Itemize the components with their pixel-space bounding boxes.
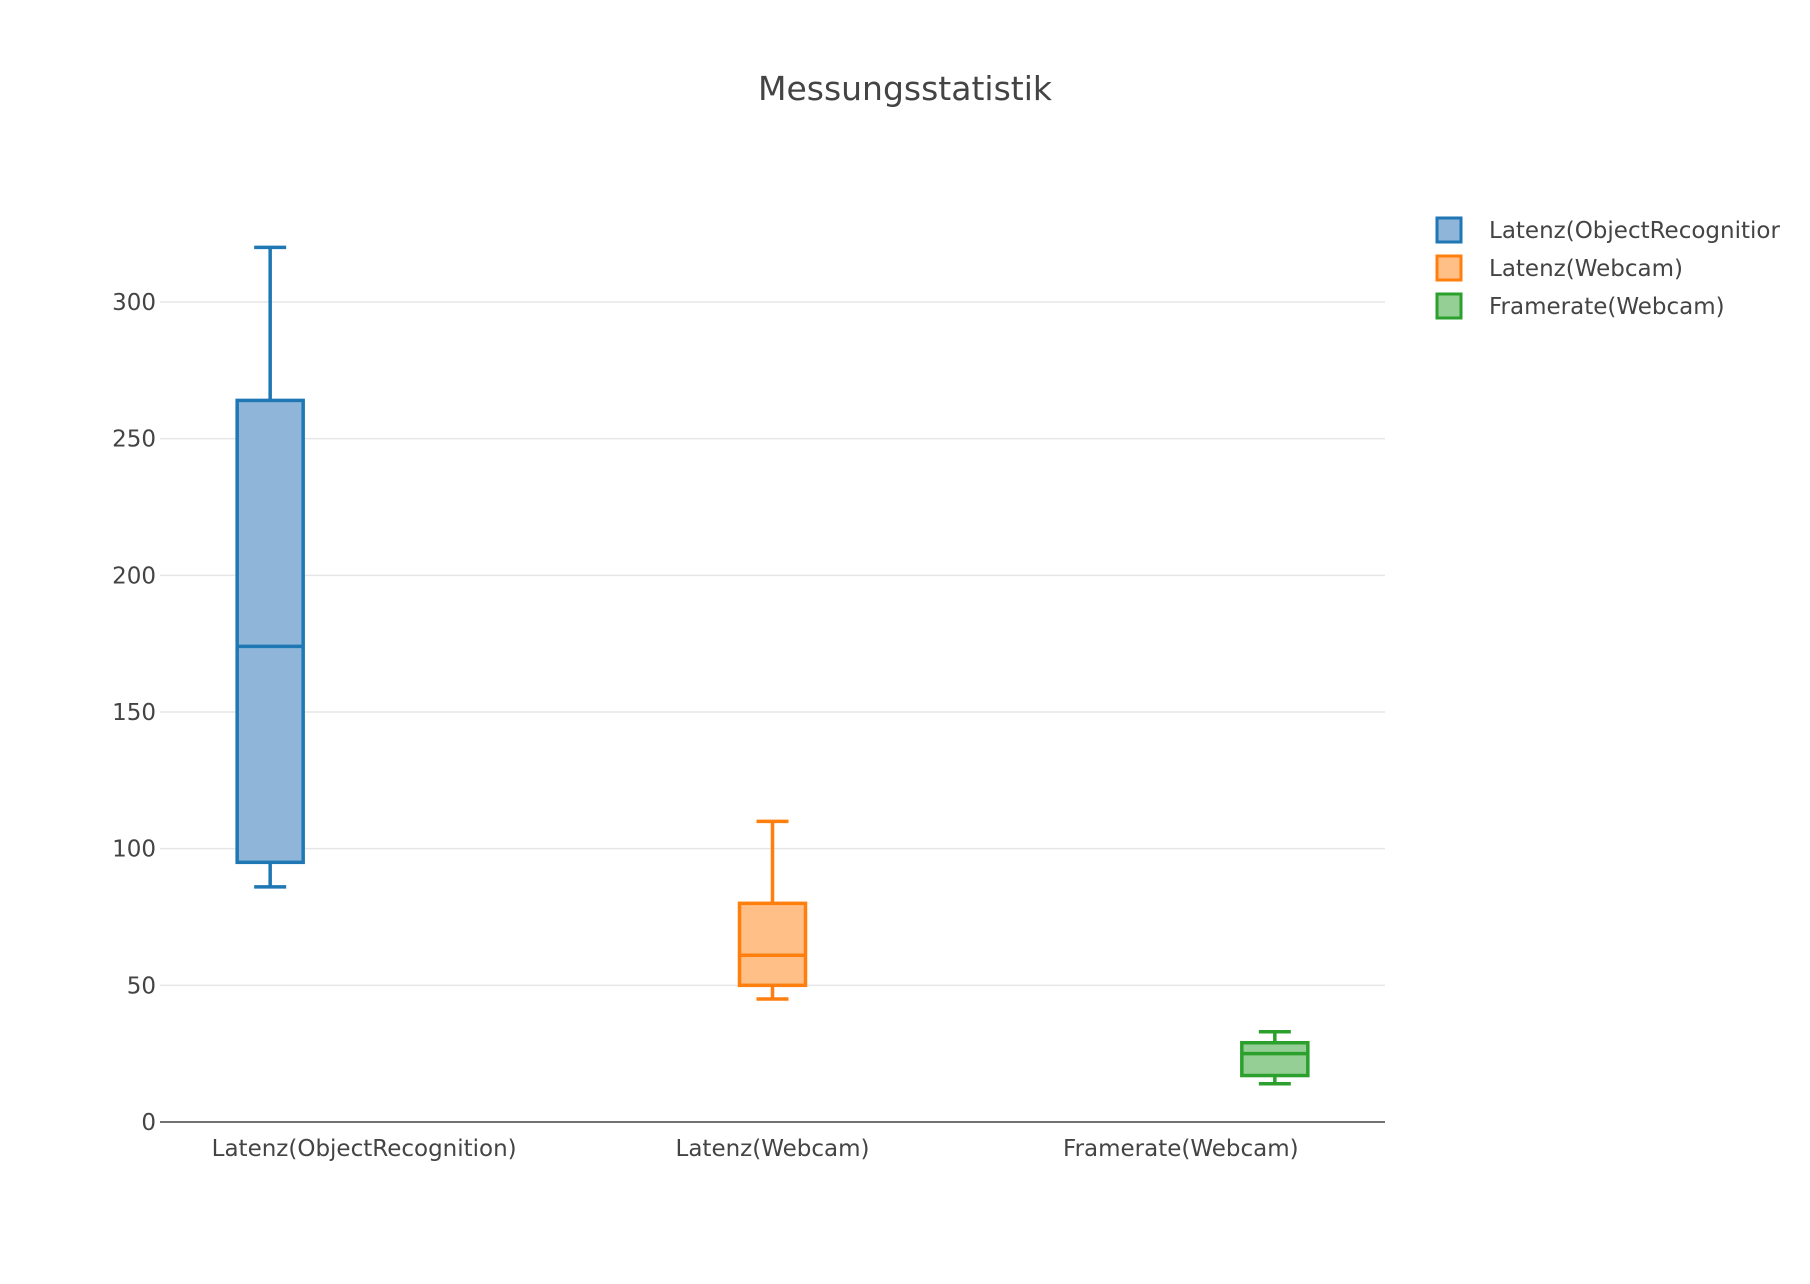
box-2[interactable] xyxy=(737,819,808,1001)
legend-item-3[interactable]: Framerate(Webcam) xyxy=(1435,292,1725,320)
legend-label: Latenz(ObjectRecognitior xyxy=(1489,218,1780,244)
box-3[interactable] xyxy=(1240,1030,1310,1086)
x-axis-ticks: Latenz(ObjectRecognition) Latenz(Webcam) F… xyxy=(212,1136,1299,1162)
x-tick-label: Latenz(ObjectRecognition) xyxy=(212,1136,517,1162)
legend-label: Framerate(Webcam) xyxy=(1489,294,1725,320)
legend-swatch xyxy=(1435,292,1463,320)
y-tick-label: 250 xyxy=(112,427,156,453)
legend-swatch xyxy=(1435,216,1463,244)
y-tick-label: 100 xyxy=(112,837,156,863)
legend-swatch xyxy=(1435,254,1463,282)
box-1[interactable] xyxy=(235,245,305,889)
boxes xyxy=(235,245,1310,1086)
y-tick-label: 300 xyxy=(112,290,156,316)
y-axis-ticks: 0 50 100 150 200 250 300 xyxy=(112,290,156,1136)
y-tick-label: 0 xyxy=(141,1110,156,1136)
legend-item-1[interactable]: Latenz(ObjectRecognitior xyxy=(1435,216,1780,244)
iqr-box xyxy=(737,901,808,988)
legend-item-2[interactable]: Latenz(Webcam) xyxy=(1435,254,1683,282)
y-tick-label: 150 xyxy=(112,700,156,726)
x-tick-label: Latenz(Webcam) xyxy=(676,1136,870,1162)
iqr-box xyxy=(1240,1040,1310,1078)
grid-lines xyxy=(160,301,1385,987)
chart-title: Messungsstatistik xyxy=(758,69,1053,108)
x-tick-label: Framerate(Webcam) xyxy=(1063,1136,1299,1162)
y-tick-label: 200 xyxy=(112,563,156,589)
legend[interactable]: Latenz(ObjectRecognitior Latenz(Webcam) Fr… xyxy=(1435,216,1780,320)
y-tick-label: 50 xyxy=(127,973,156,999)
legend-label: Latenz(Webcam) xyxy=(1489,256,1683,282)
iqr-box xyxy=(235,398,305,865)
